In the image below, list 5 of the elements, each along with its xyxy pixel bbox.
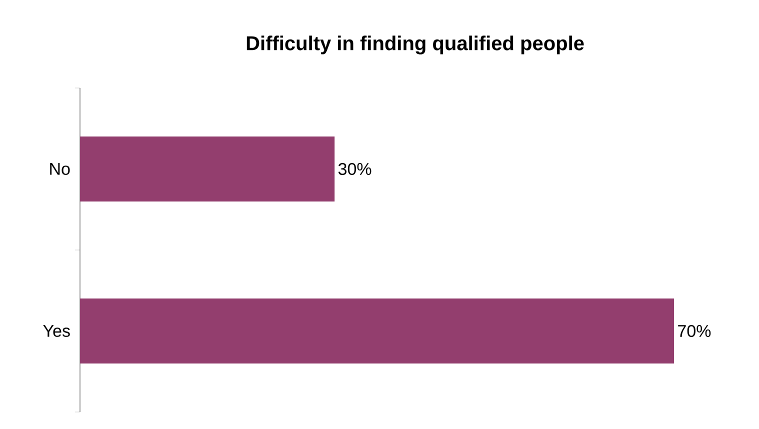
data-label: 30% xyxy=(338,162,372,176)
chart-title: Difficulty in finding qualified people xyxy=(246,36,584,54)
data-label: 70% xyxy=(678,324,711,338)
y-tick-label: No xyxy=(50,163,70,175)
y-tick-label: Yes xyxy=(43,325,70,337)
